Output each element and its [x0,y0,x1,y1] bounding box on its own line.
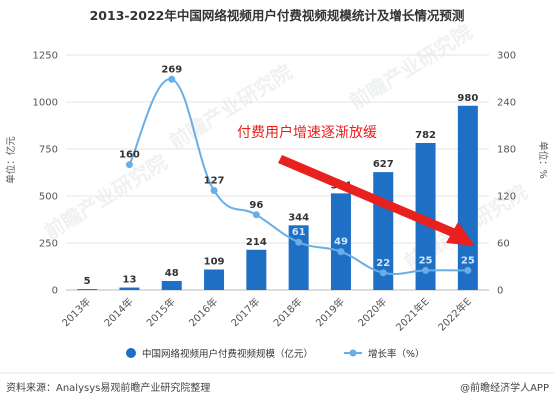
line-value-label: 127 [204,176,225,187]
y-tick-right: 120 [497,192,516,203]
y-axis-left-label: 单位：亿元 [5,136,17,184]
y-tick-right: 180 [497,145,516,156]
x-tick-label: 2021年E [393,295,432,334]
watermark: 前瞻产业研究院 [40,150,171,245]
line-point [464,266,472,274]
y-tick-left: 1000 [33,98,58,109]
bar-value-label: 344 [288,212,309,223]
y-tick-left: 1250 [33,51,58,62]
legend-line-label: 增长率（%） [368,348,425,360]
line-value-labels: 160 269 127 96 61 49 22 25 25 [119,64,475,268]
line-value-label: 22 [376,258,390,269]
x-tick-label: 2022年E [435,295,474,334]
line-value-label: 25 [419,255,433,266]
y-axis-right-label: 单位：% [537,141,549,179]
y-axis-left: 0 250 500 750 1000 1250 [33,51,58,297]
line-series [125,75,472,277]
trend-arrowhead [446,222,475,246]
bar-value-label: 214 [246,237,267,248]
line-point [379,269,387,277]
line-point [125,161,133,169]
bar-value-label: 782 [415,130,436,141]
x-tick-label: 2019年 [313,295,347,329]
annotation-text: 付费用户增速逐渐放缓 [237,124,377,141]
bar [288,225,309,290]
line-value-label: 49 [334,237,348,248]
bar-value-label: 48 [165,268,179,279]
x-tick-label: 2018年 [271,295,305,329]
bar-value-label: 5 [84,276,91,287]
y-tick-right: 60 [497,239,510,250]
x-tick-label: 2015年 [144,295,178,329]
x-tick-label: 2020年 [355,295,389,329]
bar-value-label: 13 [122,275,136,286]
line-point [422,266,430,274]
trend-arrow [278,155,456,237]
y-tick-left: 500 [39,192,58,203]
chart-title: 2013-2022年中国网络视频用户付费视频规模统计及增长情况预测 [90,8,465,23]
brand-credit: @前瞻经济学人APP [460,381,549,394]
line-value-label: 25 [461,255,475,266]
bar [330,193,351,290]
line-value-label: 269 [161,64,182,75]
bar [119,287,140,290]
y-axis-right: 0 60 120 180 240 300 [497,51,516,297]
bar [77,289,98,290]
legend-bar-swatch [126,348,136,358]
legend-bar-label: 中国网络视频用户付费视频规模（亿元） [142,348,313,360]
line-point [210,187,218,195]
bar-value-label: 980 [457,93,478,104]
x-tick-label: 2013年 [59,295,93,329]
line-point [252,211,260,219]
line-value-label: 160 [119,150,140,161]
line-point [168,75,176,83]
x-tick-label: 2017年 [228,295,262,329]
line-point [295,238,303,246]
bar [161,280,182,290]
y-tick-right: 0 [497,286,503,297]
legend-line-marker [349,349,357,357]
bar [246,249,267,290]
bar-value-label: 109 [204,257,225,268]
bar-value-label: 627 [373,159,394,170]
y-tick-right: 300 [497,51,516,62]
y-tick-left: 750 [39,145,58,156]
x-tick-label: 2016年 [186,295,220,329]
source-note: 资料来源：Analysys易观前瞻产业研究院整理 [6,381,210,394]
y-tick-left: 0 [52,286,58,297]
bar [204,269,225,290]
x-axis: 2013年 2014年 2015年 2016年 2017年 2018年 2019年 2020年… [59,295,474,334]
line-point [337,248,345,256]
line-value-label: 96 [249,200,263,211]
y-tick-left: 250 [39,239,58,250]
x-tick-label: 2014年 [101,295,135,329]
line-value-label: 61 [292,227,306,238]
legend: 中国网络视频用户付费视频规模（亿元） 增长率（%） [126,348,425,360]
y-tick-right: 240 [497,98,516,109]
